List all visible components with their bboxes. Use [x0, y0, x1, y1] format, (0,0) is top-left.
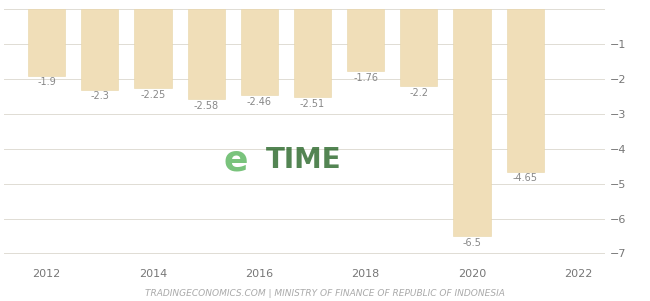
- Text: -2.58: -2.58: [194, 101, 219, 111]
- Bar: [294, 9, 331, 97]
- Bar: [454, 9, 491, 236]
- Text: e: e: [223, 143, 248, 177]
- Text: -2.51: -2.51: [300, 99, 325, 109]
- Bar: [400, 9, 437, 86]
- Text: -2.25: -2.25: [140, 90, 166, 100]
- Text: -6.5: -6.5: [463, 238, 482, 248]
- Text: -2.3: -2.3: [90, 91, 109, 101]
- Text: -2.46: -2.46: [247, 97, 272, 107]
- Bar: [81, 9, 118, 90]
- Bar: [240, 9, 278, 95]
- Bar: [347, 9, 384, 71]
- Text: TIME: TIME: [265, 146, 341, 174]
- Text: TRADINGECONOMICS.COM | MINISTRY OF FINANCE OF REPUBLIC OF INDONESIA: TRADINGECONOMICS.COM | MINISTRY OF FINAN…: [145, 289, 505, 298]
- Text: -2.2: -2.2: [410, 88, 428, 98]
- Text: -1.76: -1.76: [353, 73, 378, 82]
- Bar: [28, 9, 65, 76]
- Text: -1.9: -1.9: [37, 77, 56, 87]
- Bar: [135, 9, 172, 88]
- Bar: [506, 9, 544, 172]
- Text: -4.65: -4.65: [513, 173, 538, 183]
- Bar: [188, 9, 225, 99]
